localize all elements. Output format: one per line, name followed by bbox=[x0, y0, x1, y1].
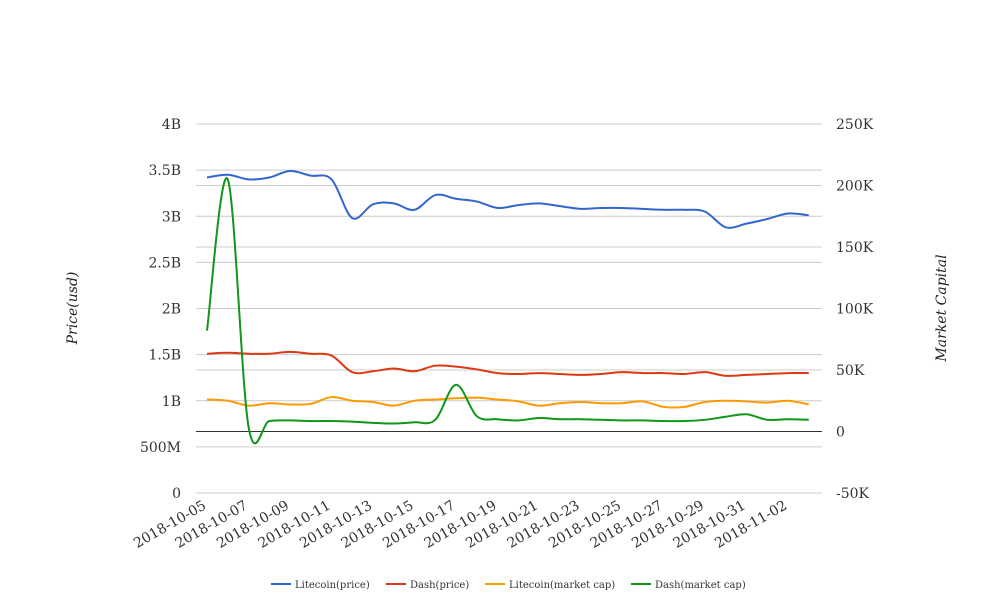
left-tick-label: 1.5B bbox=[148, 348, 181, 364]
legend-label-litecoin-market-cap: Litecoin(market cap) bbox=[509, 580, 615, 591]
left-tick-label: 1B bbox=[162, 394, 181, 410]
right-tick-label: 0 bbox=[836, 425, 845, 441]
x-axis-ticks: 2018-10-052018-10-072018-10-092018-10-11… bbox=[131, 498, 790, 552]
right-tick-label: 250K bbox=[836, 117, 874, 133]
right-axis-ticks: -50K 0 50K 100K 150K 200K 250K bbox=[836, 117, 874, 502]
legend-label-litecoin-price: Litecoin(price) bbox=[295, 580, 370, 591]
legend-label-dash-price: Dash(price) bbox=[410, 580, 469, 591]
chart-legend: Litecoin(price) Dash(price) Litecoin(marke… bbox=[271, 580, 746, 591]
right-tick-label: 150K bbox=[836, 240, 874, 256]
series-lines bbox=[206, 170, 809, 445]
chart-grid bbox=[196, 123, 822, 494]
series-line-litecoin-market-cap bbox=[206, 396, 809, 409]
left-tick-label: 0 bbox=[172, 486, 181, 502]
right-tick-label: 50K bbox=[836, 363, 865, 379]
left-tick-label: 3B bbox=[162, 209, 181, 225]
left-tick-label: 4B bbox=[162, 117, 181, 133]
legend-label-dash-market-cap: Dash(market cap) bbox=[655, 580, 746, 591]
left-tick-label: 500M bbox=[140, 440, 181, 456]
right-axis-title: Market Capital bbox=[934, 254, 950, 362]
right-tick-label: -50K bbox=[836, 486, 870, 502]
left-tick-label: 3.5B bbox=[148, 163, 181, 179]
right-tick-label: 200K bbox=[836, 179, 874, 195]
left-tick-label: 2.5B bbox=[148, 255, 181, 271]
series-line-litecoin-price bbox=[206, 170, 809, 229]
left-axis-title: Price(usd) bbox=[65, 272, 81, 346]
right-tick-label: 100K bbox=[836, 302, 874, 318]
left-axis-ticks: 0 500M 1B 1.5B 2B 2.5B 3B 3.5B 4B bbox=[140, 117, 181, 502]
series-line-dash-price bbox=[206, 350, 809, 377]
series-line-dash-market-cap bbox=[206, 177, 809, 445]
left-tick-label: 2B bbox=[162, 302, 181, 318]
